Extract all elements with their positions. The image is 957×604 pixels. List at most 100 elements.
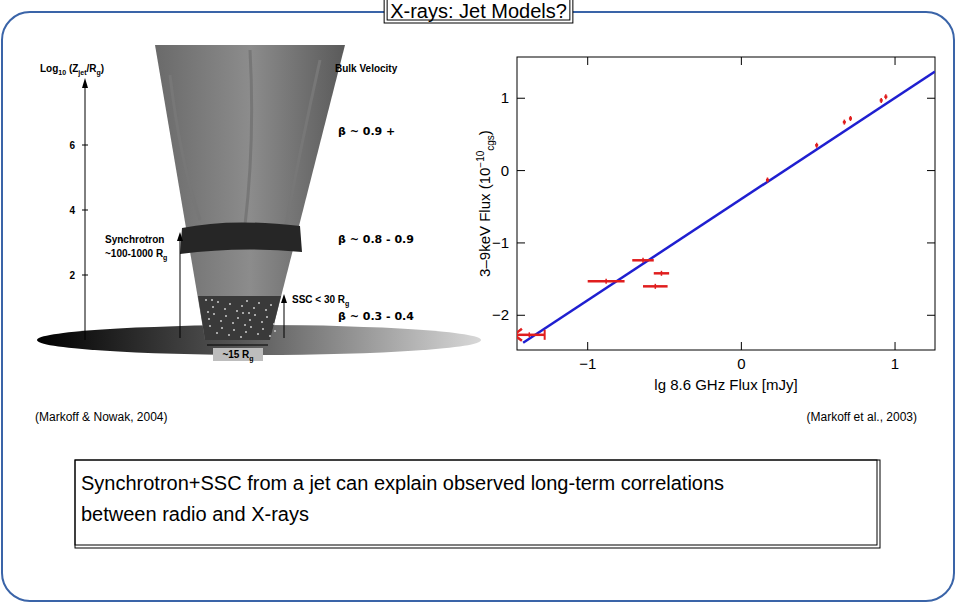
electron-dot xyxy=(266,316,268,318)
y-tick xyxy=(927,170,935,171)
diagram-tick-label: 4 xyxy=(69,205,75,216)
jet xyxy=(155,45,345,340)
electron-dot xyxy=(237,317,239,319)
text-part: ~100-1000 R xyxy=(105,248,164,259)
electron-dot xyxy=(253,307,255,309)
arrowhead xyxy=(281,294,287,303)
electron-dot xyxy=(225,315,227,317)
electron-dot xyxy=(250,326,252,328)
conclusion-border-inner xyxy=(75,460,877,545)
data-point xyxy=(517,329,545,341)
point-marker xyxy=(844,120,846,125)
data-point xyxy=(654,271,669,276)
electron-dot xyxy=(224,308,226,310)
electron-dot xyxy=(212,306,214,308)
diagram-tick-label: 2 xyxy=(69,270,75,281)
citation: (Markoff et al., 2003) xyxy=(807,410,918,424)
x-tick xyxy=(741,342,742,350)
y-tick-label: −2 xyxy=(492,306,509,323)
electron-dot xyxy=(208,318,210,320)
plot-marks xyxy=(517,71,935,342)
velocity-label: β ~ 0.8 - 0.9 xyxy=(338,233,414,246)
diagram-tick xyxy=(82,210,88,211)
data-point xyxy=(849,116,852,121)
point-marker xyxy=(529,332,531,337)
velocity-label: β ~ 0.9 + xyxy=(338,125,395,138)
synchrotron-zone xyxy=(180,222,302,254)
fit-line xyxy=(523,71,935,342)
y-tick xyxy=(927,242,935,243)
x-tick-label: 0 xyxy=(737,355,745,372)
x-tick xyxy=(587,57,588,65)
limit-cap xyxy=(544,330,546,340)
electron-dot xyxy=(245,331,247,333)
electron-dot xyxy=(213,313,215,315)
point-marker xyxy=(605,279,607,284)
text-part: g xyxy=(345,300,349,308)
electron-dot xyxy=(262,328,264,330)
text-part: SSC < 30 R xyxy=(292,294,346,305)
upper-limit-arrow xyxy=(517,329,522,341)
synchrotron-label: Synchrotron xyxy=(105,234,164,245)
y-tick xyxy=(517,315,525,316)
slide-title: X-rays: Jet Models? xyxy=(390,0,567,22)
data-point xyxy=(880,98,883,103)
y-axis-title-part: ) xyxy=(476,130,493,135)
diagram-axis xyxy=(85,84,86,340)
electron-dot xyxy=(209,325,211,327)
electron-dot xyxy=(221,327,223,329)
diagram-tick-label: 6 xyxy=(69,140,75,151)
scatter-chart: −101−2−101lg 8.6 GHz Flux [mJy]3–9keV Fl… xyxy=(475,57,935,393)
electron-dot xyxy=(220,320,222,322)
electron-dot xyxy=(242,312,244,314)
base-width-line xyxy=(207,345,268,346)
y-axis-title-part: cgs xyxy=(485,135,496,151)
y-tick xyxy=(517,242,525,243)
point-marker xyxy=(850,116,852,121)
electron-dot xyxy=(233,329,235,331)
text-part: g xyxy=(163,254,167,262)
ssc-label: SSC < 30 Rg xyxy=(292,294,349,308)
electron-dot xyxy=(254,314,256,316)
ssc-arrow xyxy=(284,300,285,338)
text-part: ) xyxy=(101,63,104,74)
conclusion-text: Synchrotron+SSC from a jet can explain o… xyxy=(81,472,724,494)
data-point xyxy=(632,258,654,263)
electron-dot xyxy=(265,309,267,311)
y-axis-title-part: 3–9keV Flux (10 xyxy=(476,168,493,277)
electron-dot xyxy=(240,336,242,338)
velocity-title: Bulk Velocity xyxy=(335,63,398,74)
electron-dot xyxy=(236,310,238,312)
text-part: ~15 R xyxy=(222,349,250,360)
x-tick xyxy=(741,57,742,65)
label-patch xyxy=(213,348,263,361)
synchrotron-range: ~100-1000 Rg xyxy=(105,248,167,262)
ssc-zone xyxy=(198,296,281,340)
diagram-tick xyxy=(82,275,88,276)
velocity-label: β ~ 0.3 - 0.4 xyxy=(338,310,414,323)
data-point xyxy=(588,279,625,284)
x-tick-label: −1 xyxy=(579,355,596,372)
electron-dot xyxy=(241,305,243,307)
jet-streak xyxy=(170,50,320,230)
text-part: g xyxy=(249,355,253,363)
electron-dot xyxy=(244,324,246,326)
x-tick xyxy=(587,342,588,350)
point-marker xyxy=(767,177,769,182)
text-part: Log xyxy=(40,63,58,74)
electron-dot xyxy=(261,321,263,323)
citation: (Markoff & Nowak, 2004) xyxy=(35,410,168,424)
y-tick-label: −1 xyxy=(492,234,509,251)
electron-dot xyxy=(269,335,271,337)
plot-frame xyxy=(517,57,935,350)
electron-dot xyxy=(248,312,250,314)
point-marker xyxy=(880,98,882,103)
conclusion-text: between radio and X-rays xyxy=(81,503,309,525)
electron-dot xyxy=(211,299,213,301)
slide-frame xyxy=(2,12,954,601)
diagram-axis-label: Log10 (Zjet/Rg) xyxy=(40,63,104,77)
electron-dot xyxy=(216,332,218,334)
x-tick-label: 1 xyxy=(891,355,899,372)
electron-dot xyxy=(246,300,248,302)
electron-dot xyxy=(205,299,207,301)
